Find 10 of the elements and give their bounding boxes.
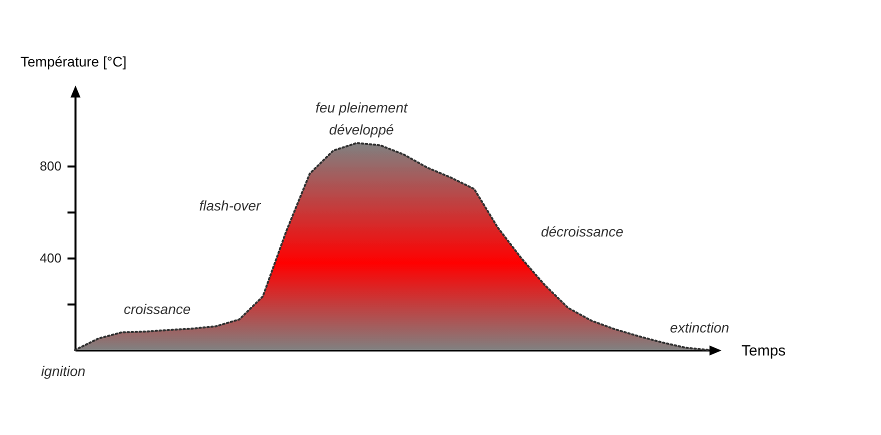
text: ignition bbox=[41, 362, 86, 379]
x-axis-title: Temps bbox=[742, 342, 786, 360]
y-tick-label: 400 bbox=[40, 250, 62, 266]
annotation: feu pleinement développé bbox=[316, 100, 409, 138]
annotation: flash-over bbox=[199, 198, 262, 214]
annotation: extinction bbox=[670, 320, 730, 336]
y-tick-label: 800 bbox=[40, 158, 62, 174]
annotation: décroissance bbox=[540, 224, 624, 240]
y-axis-title: Température [°C] bbox=[20, 54, 126, 70]
annotation: croissance bbox=[124, 301, 191, 318]
